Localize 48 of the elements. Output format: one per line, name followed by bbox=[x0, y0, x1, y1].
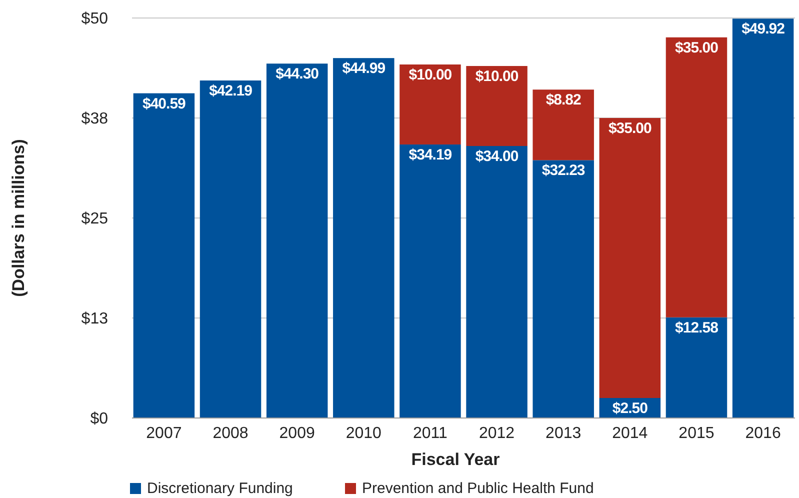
data-label: $10.00 bbox=[408, 66, 452, 84]
data-label: $35.00 bbox=[675, 39, 718, 56]
x-axis-title: Fiscal Year bbox=[411, 450, 500, 469]
data-label: $49.92 bbox=[742, 20, 785, 38]
x-tick-label: 2013 bbox=[546, 425, 582, 442]
bar bbox=[532, 160, 594, 418]
bar bbox=[400, 144, 461, 418]
y-tick-label: $0 bbox=[90, 410, 108, 428]
bar bbox=[599, 118, 661, 398]
bar bbox=[466, 66, 528, 146]
bar bbox=[266, 64, 328, 418]
x-tick-label: 2016 bbox=[745, 425, 781, 442]
bar bbox=[333, 58, 394, 418]
bar bbox=[200, 80, 262, 418]
data-label: $42.19 bbox=[209, 82, 252, 100]
data-label: $40.59 bbox=[142, 95, 186, 112]
bar bbox=[732, 18, 794, 418]
legend-label: Prevention and Public Health Fund bbox=[362, 480, 594, 497]
bar bbox=[133, 93, 195, 418]
bar bbox=[400, 64, 461, 144]
y-tick-label: $50 bbox=[81, 10, 108, 28]
y-axis-title: (Dollars in millions) bbox=[9, 139, 28, 297]
y-tick-label: $38 bbox=[81, 110, 108, 128]
x-tick-label: 2011 bbox=[413, 425, 448, 442]
legend-label: Discretionary Funding bbox=[147, 480, 293, 497]
data-label: $32.23 bbox=[542, 162, 585, 180]
data-label: $44.30 bbox=[276, 66, 319, 83]
bar bbox=[666, 317, 728, 418]
bar bbox=[666, 37, 728, 318]
data-label: $8.82 bbox=[546, 92, 582, 109]
data-label: $34.19 bbox=[408, 146, 452, 164]
x-tick-label: 2015 bbox=[678, 425, 714, 442]
y-tick-label: $13 bbox=[81, 310, 108, 328]
x-tick-label: 2012 bbox=[478, 425, 515, 442]
x-tick-label: 2007 bbox=[146, 425, 182, 442]
data-label: $2.50 bbox=[612, 400, 648, 417]
x-tick-label: 2014 bbox=[612, 425, 648, 442]
data-label: $12.58 bbox=[675, 319, 718, 336]
x-tick-label: 2009 bbox=[279, 425, 315, 442]
data-label: $10.00 bbox=[475, 68, 518, 85]
x-tick-label: 2010 bbox=[346, 425, 382, 442]
bar bbox=[532, 90, 594, 160]
data-label: $44.99 bbox=[342, 60, 386, 78]
x-tick-label: 2008 bbox=[212, 425, 248, 442]
data-label: $34.00 bbox=[475, 148, 518, 165]
bar bbox=[466, 146, 528, 418]
data-label: $35.00 bbox=[608, 120, 652, 137]
y-tick-label: $25 bbox=[81, 210, 108, 228]
